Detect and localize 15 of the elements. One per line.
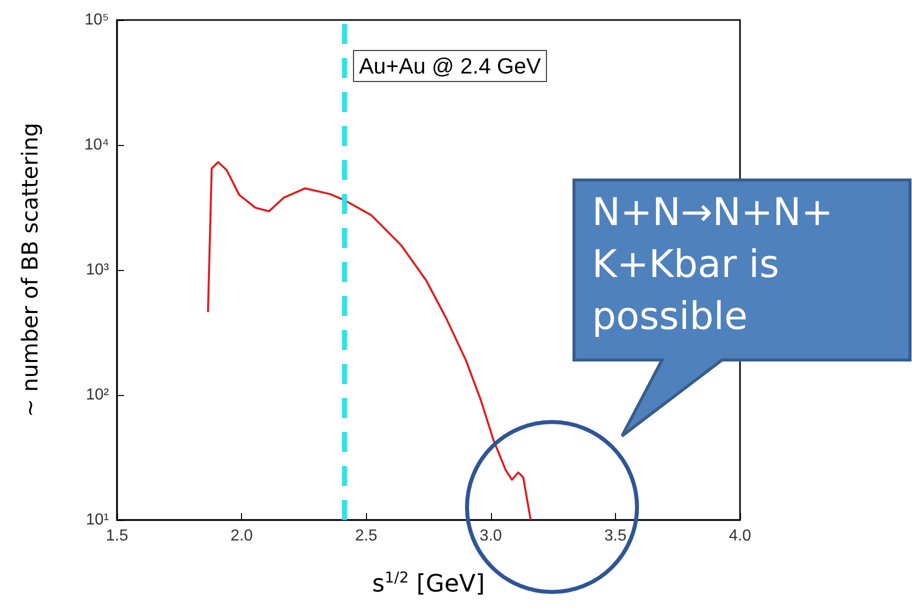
y-tick-label: 10⁵ (84, 12, 109, 28)
y-tick-label: 10³ (86, 262, 110, 278)
line-series (206, 161, 532, 521)
y-tick-label: 10⁴ (84, 136, 110, 154)
x-tick-label: 3.0 (480, 528, 502, 544)
x-tick-label: 3.5 (604, 528, 627, 544)
text: N+N→N+N+K+Kbar is possible (592, 190, 834, 338)
y-tick-label: 10² (86, 386, 110, 404)
x-tick-label: 1.5 (106, 528, 128, 544)
y-axis-title: ~ number of BB scattering (18, 122, 44, 418)
y-tick-label: 10¹ (86, 512, 109, 528)
annotation: Au+Au @ 2.4 GeV (359, 54, 542, 78)
x-tick-label: 4.0 (728, 528, 752, 544)
x-tick-label: 2.5 (355, 528, 378, 544)
x-tick-label: 2.0 (230, 528, 253, 544)
